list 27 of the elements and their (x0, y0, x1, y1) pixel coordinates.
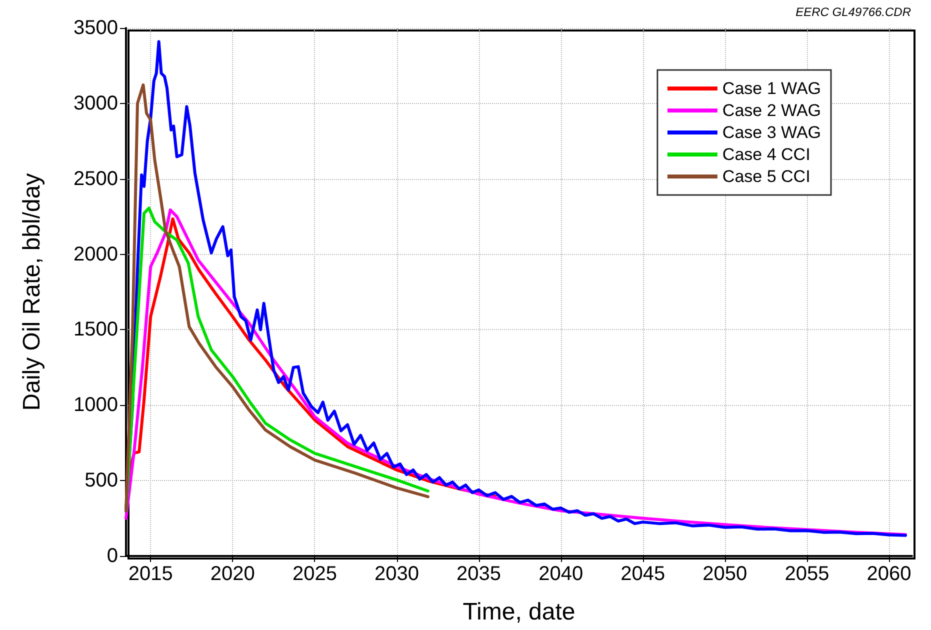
x-tick-label: 2045 (620, 563, 666, 585)
y-tick-label: 2000 (74, 243, 118, 266)
x-tick-label: 2050 (702, 563, 748, 585)
legend-label: Case 2 WAG (722, 101, 822, 120)
y-tick-label: 3500 (74, 17, 118, 39)
y-tick-label: 3000 (74, 92, 118, 114)
x-tick-label: 2020 (210, 563, 255, 585)
legend-label: Case 4 CCI (722, 145, 810, 164)
y-tick-label: 2500 (74, 168, 118, 190)
x-tick-label: 2060 (866, 563, 912, 585)
x-tick-label: 2035 (456, 563, 502, 585)
legend-label: Case 3 WAG (722, 123, 822, 142)
legend-label: Case 1 WAG (722, 79, 822, 98)
y-tick-label: 1500 (74, 318, 118, 341)
x-tick-label: 2040 (538, 563, 584, 585)
legend-label: Case 5 CCI (722, 167, 810, 186)
line-series (124, 83, 430, 512)
x-tick-label: 2030 (374, 563, 419, 585)
x-tick-label: 2055 (784, 563, 830, 585)
y-tick-label: 1000 (74, 394, 118, 416)
x-tick-label: 2015 (128, 563, 173, 585)
y-tick-label: 500 (84, 470, 118, 492)
y-axis-title: Daily Oil Rate, bbl/day (18, 173, 46, 411)
text: EERC GL49766.CDR (796, 5, 912, 19)
x-tick-label: 2025 (292, 563, 337, 585)
x-axis-title: Time, date (462, 598, 576, 626)
y-tick-label: 0 (106, 545, 118, 567)
